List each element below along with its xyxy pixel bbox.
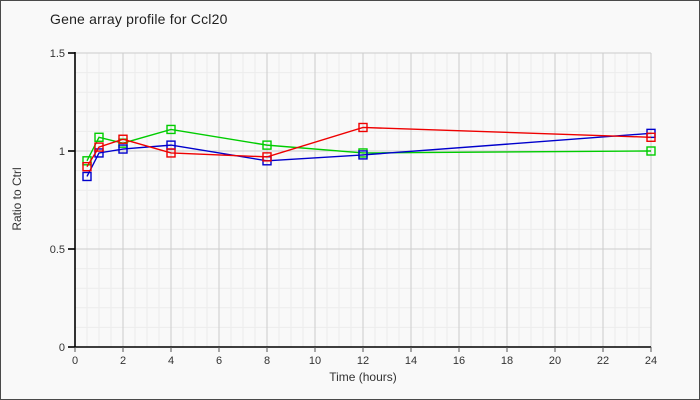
data-marker-red	[82, 161, 92, 172]
x-tick-label: 24	[645, 355, 657, 367]
y-tick-label: 1.5	[50, 48, 65, 60]
data-marker-green	[166, 124, 176, 135]
y-tick-label: 1	[59, 146, 65, 158]
series-line-green	[86, 128, 652, 162]
data-marker-red	[262, 152, 272, 162]
x-tick-label: 18	[501, 355, 513, 367]
data-marker-red	[358, 122, 368, 133]
x-tick-label: 10	[309, 355, 321, 367]
data-marker-red	[118, 134, 128, 144]
x-tick-label: 12	[357, 355, 369, 367]
data-marker-green	[94, 132, 104, 142]
data-marker-red	[166, 148, 176, 158]
x-tick-label: 4	[168, 355, 174, 367]
data-marker-blue	[358, 150, 368, 160]
data-marker-red	[646, 132, 656, 142]
data-marker-red	[94, 142, 104, 152]
data-marker-green	[646, 146, 656, 156]
series-line-blue	[86, 132, 652, 177]
chart-title: Gene array profile for Ccl20	[50, 11, 228, 27]
x-tick-label: 6	[216, 355, 222, 367]
x-tick-label: 16	[453, 355, 465, 367]
x-tick-label: 0	[72, 355, 78, 367]
x-tick-label: 2	[120, 355, 126, 367]
data-marker-blue	[82, 171, 92, 182]
x-tick-label: 22	[597, 355, 609, 367]
data-marker-green	[262, 140, 272, 150]
y-axis-title: Ratio to Ctrl	[10, 167, 24, 231]
y-tick-label: 0.5	[50, 244, 65, 256]
data-marker-blue	[118, 144, 128, 154]
x-tick-label: 14	[405, 355, 417, 367]
x-tick-label: 8	[264, 355, 270, 367]
x-axis-title: Time (hours)	[329, 370, 397, 384]
y-tick-label: 0	[59, 342, 65, 354]
series-line-red	[86, 126, 652, 168]
x-tick-label: 20	[549, 355, 561, 367]
